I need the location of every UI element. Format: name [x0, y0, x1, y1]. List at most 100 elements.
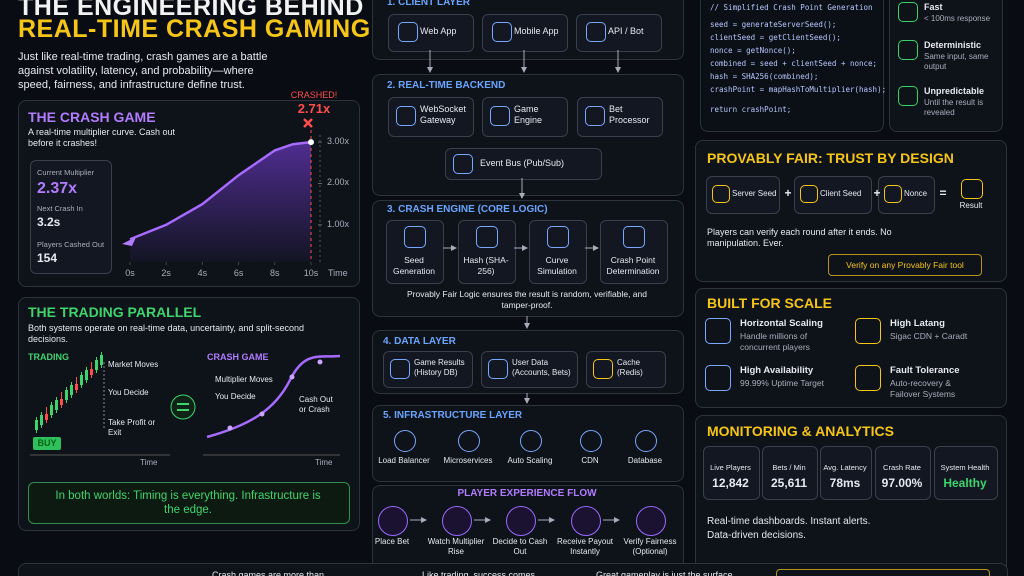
monitoring-title: MONITORING & ANALYTICS [707, 423, 894, 439]
scale-item-title: Horizontal Scaling [740, 318, 823, 329]
code-line: crashPoint = mapHashToMultiplier(hash); [710, 85, 887, 94]
seed-item [794, 176, 872, 214]
gicon [898, 2, 918, 22]
scale-item-text: Handle millions of concurrent players [740, 331, 810, 352]
flow-step: Decide to Cash Out [492, 537, 548, 556]
item-label: Crash Point Determination [606, 255, 660, 276]
icon [705, 365, 731, 391]
panel [889, 0, 1003, 132]
title-line-2: REAL-TIME CRASH GAMING [18, 15, 371, 43]
crash-step: Cash Out or Crash [299, 395, 333, 414]
footer-strip [18, 563, 1008, 576]
icon [492, 22, 512, 42]
scale-title: BUILT FOR SCALE [707, 295, 832, 311]
result-label: Result [959, 201, 983, 210]
seed-label: Server Seed [732, 189, 777, 198]
metric-box [820, 446, 872, 500]
metric-box [875, 446, 931, 500]
result-icon [961, 179, 983, 199]
axis-label: Time [315, 458, 333, 467]
metric-value: 97.00% [881, 476, 923, 490]
flow-step-icon [378, 506, 408, 536]
seed-item [878, 176, 935, 214]
data-item [383, 351, 473, 388]
icon [623, 226, 645, 248]
code-line: // Simplified Crash Point Generation [710, 3, 873, 12]
flow-step-icon [506, 506, 536, 536]
item-label: Auto Scaling [507, 456, 553, 465]
engine-item [529, 220, 587, 284]
engine-item [458, 220, 516, 284]
item-label: Database [627, 456, 663, 465]
stat-label: Current Multiplier [37, 168, 95, 177]
scale-item-title: High Availability [740, 365, 814, 376]
code-line: seed = generateServerSeed(); [710, 20, 837, 29]
stat-value: 154 [37, 251, 58, 265]
axis-label: Time [140, 458, 158, 467]
footer-text: Great gameplay is just the surface [596, 570, 733, 576]
icon [585, 106, 605, 126]
icon [586, 22, 606, 42]
property-title: Fast [924, 2, 943, 12]
icon [635, 430, 657, 452]
code-line: return crashPoint; [710, 105, 792, 114]
engine-item [600, 220, 668, 284]
conclusion: In both worlds: Timing is everything. In… [55, 490, 321, 517]
metric-box [762, 446, 818, 500]
flow-step: Place Bet [374, 537, 410, 546]
icon [547, 226, 569, 248]
data-item [586, 351, 666, 388]
icon [390, 359, 410, 379]
monitoring-line: Real-time dashboards. Instant alerts. [707, 516, 871, 527]
fair-title: PROVABLY FAIR: TRUST BY DESIGN [707, 150, 954, 166]
crash-mini-title: CRASH GAME [207, 352, 269, 362]
x-tick-label: 4s [197, 268, 208, 278]
flow-step: Receive Payout Instantly [556, 537, 614, 556]
icon [458, 430, 480, 452]
property-text: < 100ms response [924, 14, 991, 23]
conclusion-box [28, 482, 350, 524]
item-label: Game Results (History DB) [414, 358, 465, 377]
parallel-text: Both systems operate on real-time data, … [28, 323, 304, 345]
icon [520, 430, 542, 452]
x-tick-label: 8s [270, 268, 280, 278]
item-label: Game Engine [514, 104, 543, 126]
buy-button: BUY [33, 437, 61, 450]
property-title: Unpredictable [924, 86, 985, 96]
stat-value: 3.2s [37, 215, 61, 229]
item-label: CDN [581, 456, 599, 465]
icon [593, 359, 613, 379]
crashed-label: CRASHED! [290, 90, 338, 100]
flow-step-icon [636, 506, 666, 536]
metric-label: System Health [940, 463, 990, 472]
monitoring-line: Data-driven decisions. [707, 530, 806, 541]
flow-step-icon [571, 506, 601, 536]
metric-label: Live Players [710, 463, 751, 472]
icon [580, 430, 602, 452]
x-tick-label: 0s [125, 268, 135, 278]
y-tick-label: 3.00x [327, 136, 350, 147]
item-label: Hash (SHA-256) [463, 255, 509, 276]
item-label: Cache (Redis) [617, 358, 643, 377]
x-tick-label: 2s [161, 268, 171, 278]
metric-label: Bets / Min [772, 463, 806, 472]
metric-value: 78ms [829, 476, 861, 490]
icon [476, 226, 498, 248]
verify-button: Verify on any Provably Fair tool [828, 254, 982, 276]
metric-box [934, 446, 998, 500]
crash-step: You Decide [215, 392, 256, 401]
layer-title: 1. CLIENT LAYER [387, 0, 470, 8]
stat-label: Players Cashed Out [37, 240, 105, 249]
footer-box [776, 569, 990, 576]
gicon [898, 40, 918, 60]
layer-title: 5. INFRASTRUCTURE LAYER [383, 410, 523, 421]
property-text: Until the result is revealed [924, 98, 984, 117]
item-label: Web App [420, 26, 457, 36]
metric-value: 25,611 [770, 476, 808, 490]
trading-step: Take Profit or Exit [108, 418, 156, 437]
item-label: User Data (Accounts, Bets) [512, 358, 571, 377]
stat-label: Next Crash In [37, 204, 83, 213]
flow-title: PLAYER EXPERIENCE FLOW [457, 488, 597, 499]
data-item [481, 351, 578, 388]
